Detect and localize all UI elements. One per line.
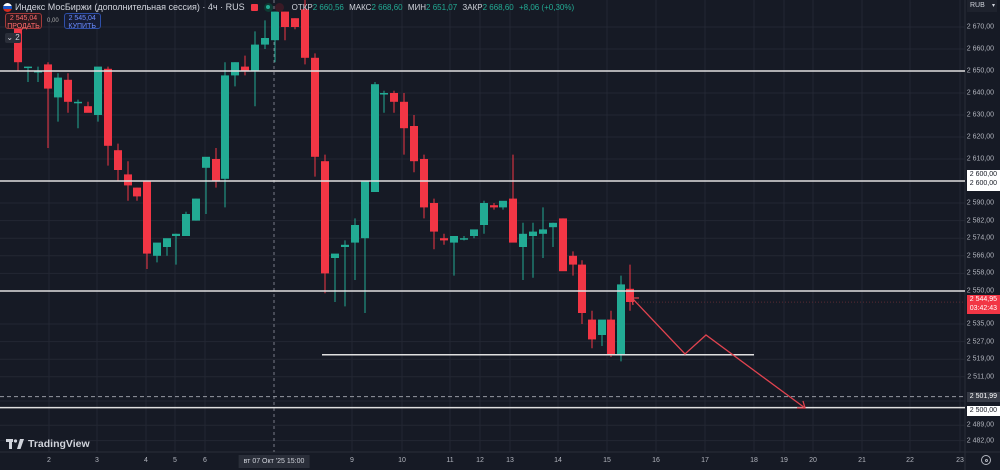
time-tick-label: 2 (47, 457, 51, 464)
ohlc-low-label: МИН (407, 2, 427, 12)
symbol-title[interactable]: Индекс МосБиржи (дополнительная сессия) … (15, 2, 245, 12)
trade-panel: 2 545,04 ПРОДАТЬ 0,00 2 545,04 КУПИТЬ (5, 13, 101, 30)
price-tick-label: 2 640,00 (966, 89, 994, 97)
live-status-icon (263, 2, 273, 12)
buy-button[interactable]: 2 545,04 КУПИТЬ (63, 13, 101, 30)
price-tick-label: 2 489,00 (966, 421, 994, 429)
time-tick-label: 21 (858, 457, 866, 464)
time-tick-label: 22 (906, 457, 914, 464)
price-tick-label: 2 527,00 (966, 338, 994, 346)
ohlc-low-value: 2 651,07 (426, 2, 458, 12)
buy-price: 2 545,04 (68, 15, 96, 22)
candles (14, 0, 634, 362)
ohlc-open-value: 2 660,56 (312, 2, 344, 12)
time-tick-label: 12 (476, 457, 484, 464)
time-tick-label: 10 (398, 457, 406, 464)
price-tick-label: 2 482,00 (966, 437, 994, 445)
price-tick-label: 2 566,00 (966, 252, 994, 260)
ohlc-high-label: МАКС (349, 2, 372, 12)
brand-name: TradingView (28, 438, 90, 450)
time-tick-label: 14 (554, 457, 562, 464)
price-tick-label: 2 610,00 (966, 155, 994, 163)
time-tick-label: 9 (350, 457, 354, 464)
ohlc-change: +8,06 (+0,30%) (518, 2, 575, 12)
price-tick-label: 2 660,00 (966, 45, 994, 53)
sell-button[interactable]: 2 545,04 ПРОДАТЬ (5, 13, 42, 30)
dashed-level-label: 2 501,99 (967, 391, 1000, 402)
projection-arrow-path[interactable] (631, 297, 806, 409)
price-tick-label: 2 574,00 (966, 234, 994, 242)
crosshair-time-label: вт 07 Окт '25 15:00 (238, 455, 310, 468)
price-tick-label: 2 519,00 (966, 355, 994, 363)
ohlc-close-label: ЗАКР (462, 2, 483, 12)
time-tick-label: 20 (809, 457, 817, 464)
price-tick-label: 2 630,00 (966, 111, 994, 119)
price-tick-label: 2 650,00 (966, 67, 994, 75)
buy-label: КУПИТЬ (68, 22, 96, 30)
ohlc-values: ОТКР2 660,56 МАКС2 668,60 МИН2 651,07 ЗА… (292, 3, 578, 12)
sell-label: ПРОДАТЬ (7, 22, 40, 30)
level-label-2500: 2 500,00 (967, 405, 1000, 416)
price-tick-label: 2 582,00 (966, 217, 994, 225)
time-tick-label: 3 (95, 457, 99, 464)
time-tick-label: 6 (203, 457, 207, 464)
time-tick-label: 4 (144, 457, 148, 464)
time-tick-label: 15 (603, 457, 611, 464)
settings-gear-icon[interactable] (981, 455, 991, 465)
collapse-indicators-button[interactable]: ⌄ 2 (5, 33, 21, 43)
price-tick-label: 2 670,00 (966, 23, 994, 31)
ohlc-open-label: ОТКР (291, 2, 313, 12)
time-tick-label: 18 (750, 457, 758, 464)
time-tick-label: 5 (173, 457, 177, 464)
spread-value: 0,00 (47, 18, 59, 24)
tradingview-logo-icon (6, 439, 24, 449)
price-tick-label: 2 590,00 (966, 199, 994, 207)
ohlc-close-value: 2 668,60 (482, 2, 514, 12)
ohlc-high-value: 2 668,60 (371, 2, 403, 12)
time-tick-label: 16 (652, 457, 660, 464)
last-price-label: 2 544,95 03:42:43 (967, 295, 1000, 315)
price-tick-label: 2 620,00 (966, 133, 994, 141)
price-tick-label: 2 535,00 (966, 320, 994, 328)
sell-price: 2 545,04 (9, 15, 38, 22)
time-tick-label: 23 (956, 457, 964, 464)
market-closed-icon (250, 3, 258, 11)
russia-flag-icon (3, 2, 12, 12)
level-label-2600: 2 600,00 2 600,00 (967, 170, 1000, 191)
time-tick-label: 11 (446, 457, 454, 464)
tradingview-logo[interactable]: TradingView (6, 438, 90, 450)
currency-select[interactable]: RUB (967, 0, 997, 12)
time-tick-label: 13 (506, 457, 514, 464)
price-tick-label: 2 550,00 (966, 287, 994, 295)
time-tick-label: 19 (780, 457, 788, 464)
alert-status-icon (274, 2, 284, 12)
time-tick-label: 17 (701, 457, 709, 464)
chart-header: Индекс МосБиржи (дополнительная сессия) … (0, 0, 577, 14)
price-tick-label: 2 511,00 (967, 373, 994, 381)
price-tick-label: 2 558,00 (966, 269, 994, 277)
